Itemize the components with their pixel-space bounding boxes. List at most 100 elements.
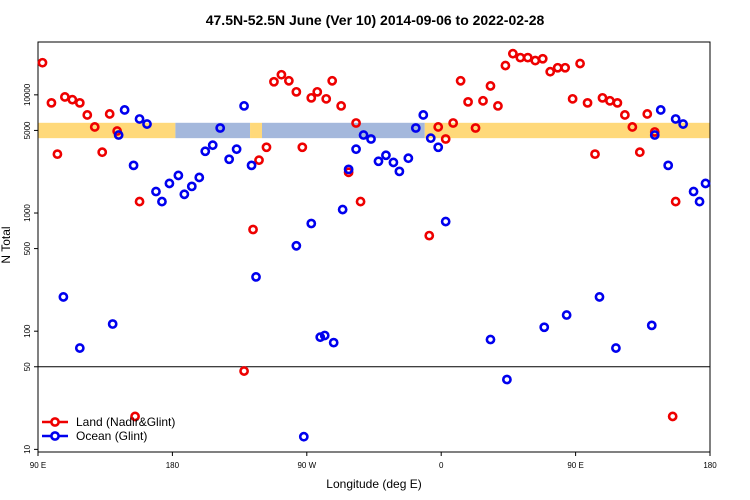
data-point: [298, 431, 309, 442]
x-axis-label: Longitude (deg E): [326, 477, 421, 491]
data-point: [151, 186, 161, 197]
data-point: [157, 196, 167, 207]
x-tick-label: 180: [166, 461, 180, 470]
data-point: [343, 164, 354, 175]
data-point: [634, 147, 645, 158]
data-point: [46, 97, 57, 108]
data-point: [667, 411, 678, 422]
data-point: [440, 216, 451, 227]
data-point: [530, 55, 541, 66]
data-point: [107, 319, 118, 329]
data-point: [291, 86, 302, 97]
data-point: [418, 110, 429, 120]
mask-band: [38, 122, 176, 139]
data-point: [291, 240, 302, 251]
data-point: [515, 52, 526, 63]
data-point: [493, 101, 503, 111]
data-point: [537, 53, 548, 64]
data-point: [194, 172, 205, 183]
x-tick-label: 180: [703, 461, 717, 470]
data-point: [694, 196, 705, 207]
data-point: [522, 52, 533, 63]
data-point: [130, 411, 140, 422]
data-point: [164, 178, 175, 189]
data-point: [478, 95, 488, 106]
data-point: [605, 95, 615, 106]
y-tick-label: 50: [23, 362, 32, 371]
data-point: [186, 181, 197, 192]
data-point: [248, 224, 258, 235]
data-point: [642, 109, 653, 119]
data-point: [433, 142, 444, 153]
data-point: [231, 144, 242, 155]
y-tick-label: 1000: [23, 204, 32, 222]
data-point: [276, 69, 287, 80]
data-point: [89, 122, 100, 132]
data-point: [688, 186, 699, 197]
y-tick-label: 5000: [23, 121, 32, 139]
mask-band: [262, 122, 425, 139]
y-tick-label: 10: [23, 444, 32, 453]
data-point: [433, 122, 444, 132]
data-point: [567, 93, 578, 104]
data-point: [424, 230, 435, 241]
data-point: [207, 140, 218, 151]
legend-label: Ocean (Glint): [76, 429, 147, 443]
data-point: [440, 134, 451, 144]
data-point: [312, 86, 323, 97]
data-point: [113, 130, 124, 140]
data-point: [582, 97, 593, 108]
data-point: [283, 75, 294, 86]
data-point: [215, 123, 226, 133]
data-point: [351, 144, 361, 155]
data-point: [104, 109, 115, 119]
y-tick-label: 100: [23, 324, 32, 338]
data-point: [470, 123, 481, 133]
data-point: [306, 92, 317, 103]
data-point: [655, 105, 666, 115]
data-point: [485, 334, 496, 345]
data-point: [575, 58, 585, 69]
data-point: [627, 122, 638, 132]
data-point: [134, 114, 145, 124]
data-point: [74, 343, 85, 353]
data-point: [82, 110, 93, 120]
data-point: [545, 66, 556, 77]
data-point: [179, 189, 190, 200]
data-point: [597, 92, 608, 103]
data-point: [59, 92, 70, 102]
data-point: [463, 96, 473, 107]
x-tick-label: 90 W: [297, 461, 316, 470]
data-point: [52, 149, 63, 160]
data-point: [74, 97, 85, 108]
data-point: [366, 134, 376, 144]
data-point: [560, 62, 571, 73]
data-point: [200, 146, 211, 157]
data-point: [611, 343, 621, 353]
data-point: [594, 292, 605, 302]
data-point: [619, 110, 630, 120]
data-point: [319, 330, 330, 341]
data-point: [246, 160, 257, 171]
data-point: [590, 149, 600, 160]
data-point: [173, 170, 184, 181]
data-point: [700, 178, 711, 189]
data-point: [37, 57, 48, 68]
data-point: [539, 322, 550, 333]
data-point: [403, 153, 414, 164]
data-point: [670, 114, 681, 124]
data-point: [485, 81, 496, 91]
data-point: [327, 75, 338, 86]
x-tick-label: 90 E: [30, 461, 46, 470]
data-point: [358, 130, 369, 140]
data-point: [239, 366, 249, 376]
x-tick-label: 90 E: [567, 461, 583, 470]
data-point: [254, 155, 264, 166]
data-point: [58, 292, 69, 302]
data-point: [336, 101, 347, 111]
data-point: [306, 218, 317, 229]
data-point: [663, 160, 674, 171]
data-point: [500, 60, 511, 71]
mask-band: [175, 122, 251, 139]
